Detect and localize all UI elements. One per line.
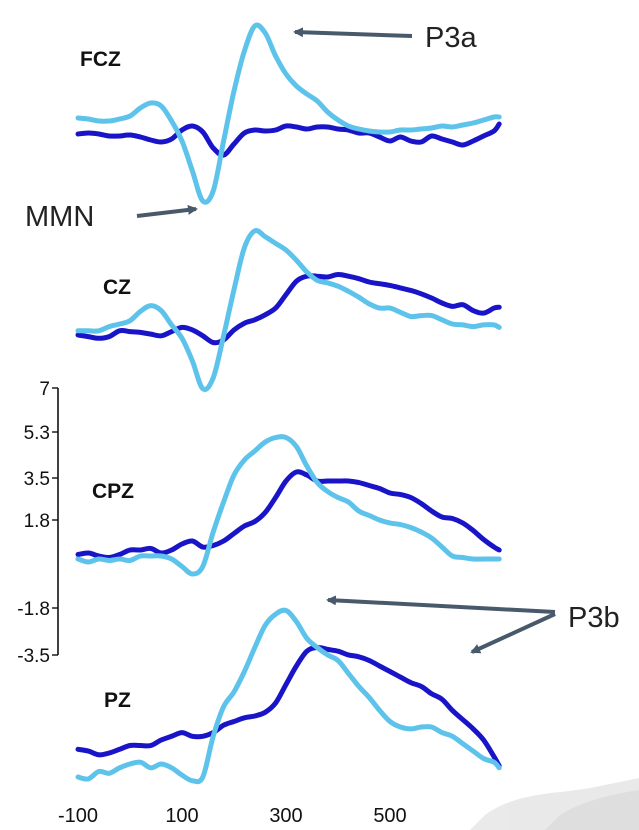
channel-label-pz: PZ: [104, 689, 131, 712]
y-tick-label: -3.5: [17, 646, 50, 667]
panel-fcz: [75, 22, 502, 205]
erp-traces: [75, 22, 502, 785]
annotation-p3a: P3a: [293, 22, 477, 54]
annotation-mmn: MMN: [25, 201, 198, 233]
y-tick-label: 3.5: [24, 469, 50, 490]
mmn-arrow: [136, 204, 198, 218]
pz-deviant-trace: [75, 607, 502, 785]
annotation-p3b: P3b: [326, 595, 620, 654]
channel-label-cpz: CPZ: [92, 480, 134, 503]
p3a-arrow: [293, 27, 413, 38]
mmn-label: MMN: [25, 201, 94, 233]
y-ticks: 7 5.3 3.5 1.8 -1.8 -3.5: [17, 379, 58, 667]
x-tick-label: 500: [373, 805, 406, 827]
x-tick-label: 300: [269, 805, 302, 827]
x-tick-label: 100: [165, 805, 198, 827]
channel-label-fcz: FCZ: [80, 48, 121, 71]
cpz-standard-trace: [75, 469, 502, 561]
cz-deviant-trace: [75, 227, 502, 392]
cpz-deviant-trace: [75, 434, 502, 577]
panel-pz: [75, 607, 502, 785]
p3b-arrow-lower: [470, 612, 556, 654]
cz-standard-trace: [75, 271, 502, 346]
y-tick-label: 7: [39, 379, 50, 400]
panel-cz: [75, 227, 502, 392]
paper-smudge: [470, 778, 639, 830]
x-tick-label: -100: [58, 805, 98, 827]
p3a-label: P3a: [425, 22, 477, 54]
y-tick-label: -1.8: [17, 599, 50, 620]
p3b-arrow-upper: [326, 595, 556, 614]
y-tick-label: 5.3: [24, 423, 50, 444]
channel-label-cz: CZ: [103, 276, 131, 299]
fcz-standard-trace: [75, 121, 502, 158]
y-tick-label: 1.8: [24, 511, 50, 532]
pz-standard-trace: [75, 644, 502, 769]
p3b-label: P3b: [568, 602, 620, 634]
y-axis: 7 5.3 3.5 1.8 -1.8 -3.5: [17, 379, 59, 667]
panel-cpz: [75, 434, 502, 577]
fcz-deviant-trace: [75, 22, 502, 205]
x-ticks: -100 100 300 500: [58, 805, 407, 827]
